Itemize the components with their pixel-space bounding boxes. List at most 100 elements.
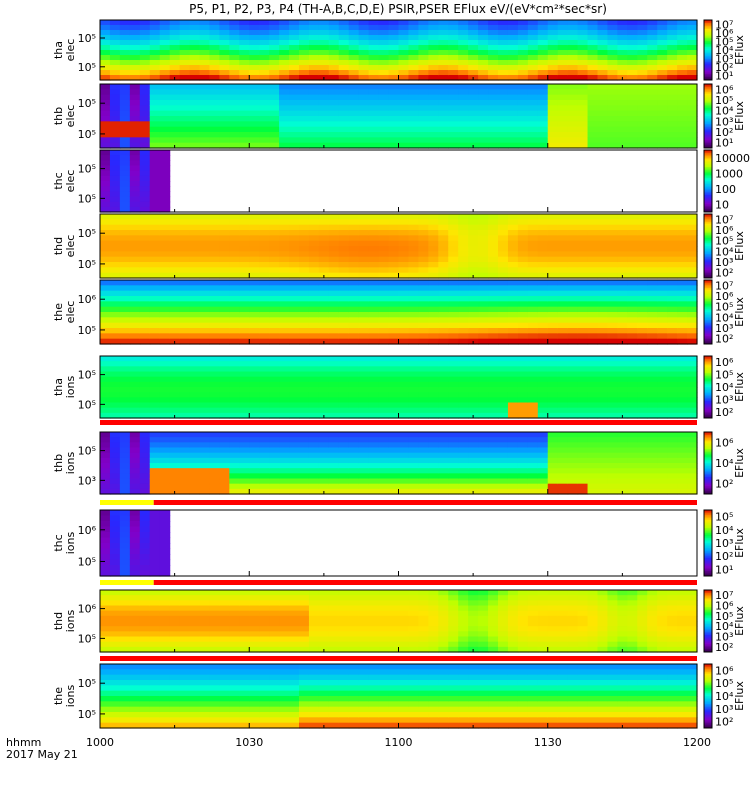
heatmap-cell	[527, 317, 539, 324]
colorbar-segment	[704, 62, 712, 64]
heatmap-cell	[597, 100, 609, 106]
heatmap-cell	[607, 35, 618, 41]
heatmap-cell	[119, 70, 131, 76]
heatmap-cell	[517, 89, 529, 96]
heatmap-cell	[149, 100, 161, 106]
heatmap-cell	[179, 240, 191, 247]
heatmap-cell	[299, 402, 310, 409]
heatmap-cell	[100, 361, 111, 367]
heatmap-cell	[209, 473, 220, 480]
heatmap-cell	[388, 55, 400, 61]
heatmap-cell	[318, 224, 330, 231]
heatmap-cell	[637, 45, 648, 51]
colorbar-segment	[704, 297, 712, 300]
heatmap-cell	[279, 397, 290, 404]
colorbar-segment	[704, 289, 712, 292]
heatmap-cell	[587, 100, 599, 106]
heatmap-cell	[498, 137, 509, 144]
heatmap-cell	[328, 473, 340, 480]
heatmap-cell	[189, 296, 201, 302]
heatmap-cell	[438, 219, 449, 226]
colorbar-segment	[704, 85, 712, 88]
heatmap-cell	[338, 306, 350, 313]
colorbar-segment	[704, 481, 712, 484]
heatmap-cell	[109, 457, 121, 464]
heatmap-cell	[199, 280, 211, 286]
heatmap-cell	[547, 452, 559, 459]
heatmap-cell	[318, 376, 330, 383]
heatmap-cell	[498, 371, 509, 378]
heatmap-cell	[149, 392, 161, 398]
heatmap-cell	[249, 84, 260, 90]
heatmap-cell	[418, 235, 429, 242]
heatmap-cell	[388, 126, 400, 133]
heatmap-cell	[289, 338, 300, 345]
heatmap-cell	[328, 132, 340, 138]
heatmap-cell	[448, 447, 459, 454]
heatmap-cell	[527, 296, 539, 302]
heatmap-cell	[527, 246, 539, 252]
heatmap-cell	[259, 142, 270, 149]
heatmap-cell	[139, 191, 151, 198]
heatmap-cell	[537, 463, 549, 469]
heatmap-cell	[199, 285, 211, 292]
heatmap-cell	[318, 478, 330, 485]
heatmap-cell	[179, 219, 191, 226]
heatmap-cell	[388, 214, 400, 220]
heatmap-cell	[637, 214, 648, 220]
heatmap-cell	[159, 412, 171, 419]
heatmap-cell	[557, 285, 569, 292]
heatmap-cell	[388, 457, 400, 464]
heatmap-cell	[229, 317, 240, 324]
heatmap-cell	[667, 126, 678, 133]
heatmap-cell	[637, 463, 648, 469]
heatmap-cell	[119, 554, 131, 561]
heatmap-cell	[667, 280, 678, 286]
heatmap-cell	[428, 272, 439, 279]
heatmap-cell	[687, 457, 698, 464]
heatmap-cell	[617, 397, 628, 404]
heatmap-cell	[179, 280, 191, 286]
heatmap-cell	[478, 280, 489, 286]
heatmap-cell	[109, 328, 121, 334]
heatmap-cell	[647, 60, 658, 66]
heatmap-cell	[169, 392, 181, 398]
heatmap-cell	[458, 240, 469, 247]
heatmap-cell	[159, 559, 171, 566]
heatmap-cell	[129, 532, 141, 539]
heatmap-cell	[348, 142, 360, 149]
heatmap-cell	[557, 296, 569, 302]
heatmap-cell	[567, 116, 579, 122]
heatmap-cell	[338, 110, 350, 117]
colorbar-frame	[703, 83, 713, 149]
heatmap-cell	[527, 75, 539, 81]
colorbar-segment	[704, 564, 712, 567]
heatmap-cell	[209, 50, 220, 56]
heatmap-cell	[109, 262, 121, 268]
colorbar-segment	[704, 217, 712, 220]
heatmap-cell	[289, 381, 300, 388]
heatmap-cell	[189, 371, 201, 378]
heatmap-cell	[438, 20, 449, 26]
heatmap-cell	[239, 366, 250, 373]
heatmap-cell	[687, 483, 698, 490]
heatmap-cell	[587, 235, 599, 242]
heatmap-cell	[677, 473, 688, 480]
heatmap-cell	[289, 387, 300, 393]
heatmap-cell	[308, 478, 320, 485]
heatmap-cell	[109, 333, 121, 340]
heatmap-cell	[328, 447, 340, 454]
heatmap-cell	[488, 473, 499, 480]
heatmap-cell	[647, 366, 658, 373]
heatmap-cell	[269, 301, 280, 308]
heatmap-cell	[687, 478, 698, 485]
colorbar-segment	[704, 340, 712, 343]
heatmap-cell	[249, 322, 260, 329]
heatmap-cell	[438, 240, 449, 247]
heatmap-cell	[229, 94, 240, 101]
heatmap-cell	[199, 235, 211, 242]
colorbar-segment	[704, 53, 712, 55]
heatmap-cell	[338, 366, 350, 373]
heatmap-cell	[129, 565, 141, 572]
heatmap-cell	[358, 251, 370, 258]
